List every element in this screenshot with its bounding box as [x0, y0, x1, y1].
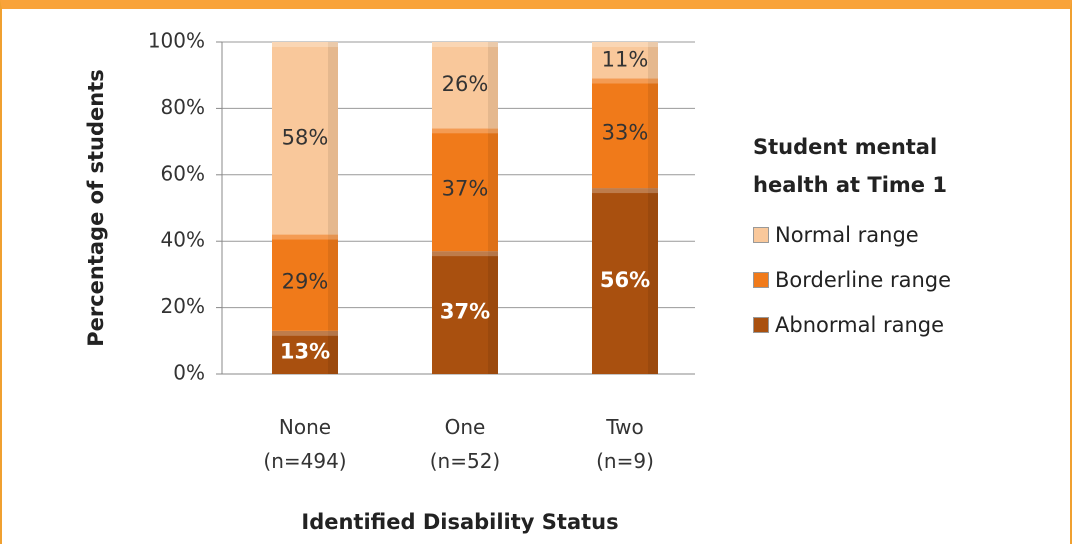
legend-label: Normal range [775, 222, 919, 247]
bar-segment [592, 42, 658, 79]
value-label: 33% [602, 120, 649, 144]
value-label: 56% [600, 268, 650, 292]
bar-segment [272, 42, 338, 235]
value-label: 13% [280, 339, 330, 363]
value-label: 11% [602, 47, 649, 71]
y-tick-label: 60% [161, 161, 205, 185]
bar-shade [328, 42, 338, 235]
bar-cap [592, 78, 658, 84]
bar-shade [328, 330, 338, 374]
legend-label: Borderline range [775, 267, 952, 292]
bar-cap [272, 42, 338, 47]
bar-cap [592, 188, 658, 194]
x-tick-label: Two (n=9) [596, 415, 654, 473]
bar-segment [432, 251, 498, 374]
bar-segment [432, 42, 498, 129]
x-tick-label: None (n=494) [263, 415, 347, 473]
bar-cap [432, 251, 498, 257]
bar-cap [272, 234, 338, 240]
bar-segment [272, 330, 338, 374]
legend-item: Abnormal range [753, 302, 983, 347]
bar-segment [272, 234, 338, 331]
legend-swatch [753, 271, 769, 288]
legend-swatch [753, 226, 769, 243]
bar-shade [648, 42, 658, 79]
value-label: 58% [282, 125, 329, 149]
value-label: 29% [282, 270, 329, 294]
bar-cap [432, 42, 498, 47]
legend: Student mental health at Time 1 Normal r… [753, 128, 983, 347]
bar-shade [488, 128, 498, 252]
x-tick-label: One (n=52) [429, 415, 501, 473]
bar-segment [432, 128, 498, 252]
bar-segment [592, 188, 658, 374]
legend-item: Normal range [753, 212, 983, 257]
x-axis-title: Identified Disability Status [301, 510, 619, 534]
legend-item: Borderline range [753, 257, 983, 302]
legend-swatch [753, 316, 769, 333]
value-label: 26% [442, 72, 489, 96]
legend-title: Student mental health at Time 1 [753, 135, 947, 197]
value-label: 37% [440, 300, 490, 324]
y-tick-label: 0% [173, 361, 205, 385]
bar-shade [488, 251, 498, 374]
bar-cap [592, 42, 658, 47]
bar-shade [488, 42, 498, 129]
y-tick-label: 100% [148, 29, 205, 53]
y-tick-label: 20% [161, 294, 205, 318]
bar-cap [432, 128, 498, 134]
bar-cap [272, 330, 338, 336]
bar-shade [328, 234, 338, 331]
value-label: 37% [442, 177, 489, 201]
bar-shade [648, 78, 658, 189]
legend-label: Abnormal range [775, 312, 945, 337]
bar-shade [648, 188, 658, 374]
y-tick-label: 80% [161, 95, 205, 119]
y-tick-label: 40% [161, 228, 205, 252]
bar-segment [592, 78, 658, 189]
y-axis-title: Percentage of students [84, 69, 108, 347]
